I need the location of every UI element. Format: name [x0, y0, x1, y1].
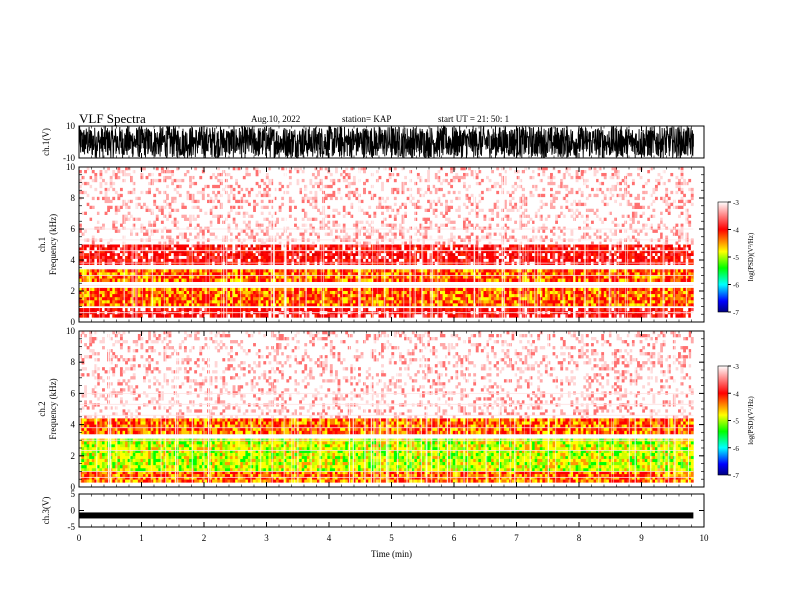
ch2-spectrogram-colorbar-tick-1: -4 — [733, 390, 739, 398]
ch3-waveform-ytick-label-2: -5 — [68, 522, 76, 532]
ch2-spectrogram-ylabel-frequency: Frequency (kHz) — [48, 378, 58, 439]
ch1-spectrogram-streaks — [83, 167, 688, 322]
ch1-waveform-series — [78, 124, 694, 159]
ch1-waveform-ylabel: ch.1(V) — [41, 128, 51, 156]
ch1-waveform-ytick-label-0: 10 — [66, 121, 76, 131]
ch1-spectrogram-colorbar: -3 -4 -5 -6 -7 log(PSD)(V²/Hz) — [717, 199, 755, 317]
ch1-spectrogram-ylabel-frequency: Frequency (kHz) — [48, 214, 58, 275]
x-axis: 0 1 2 3 4 5 6 7 8 9 10 Time (min) — [77, 126, 709, 559]
ch1-waveform-ytick-label-1: -10 — [63, 153, 75, 163]
ch1-spectrogram-ylabel-channel: ch.1 — [37, 237, 47, 252]
ch2-spectrogram-colorbar-tick-2: -5 — [733, 418, 739, 426]
ch2-spectrogram-colorbar-tick-3: -6 — [733, 445, 739, 453]
ch2-spectrogram-y-ticks: 0 2 4 6 8 10 — [66, 326, 704, 492]
ch2-spectrogram-harmonic-lines — [79, 392, 694, 479]
xtick-label-10: 10 — [700, 533, 710, 543]
ch1-spectrogram-ytick-label-0: 0 — [71, 317, 76, 327]
ch3-waveform-ytick-label-0: 5 — [71, 489, 76, 499]
ch1-spectrogram-band-1 — [79, 287, 694, 307]
ch2-spectrogram-ytick-label-4: 8 — [71, 357, 76, 367]
ch2-spectrogram-colorbar-gradient — [717, 365, 729, 476]
ch3-waveform-y-ticks: 5 0 -5 — [68, 489, 704, 532]
station-label: station= KAP — [342, 114, 392, 124]
date-label: Aug.10, 2022 — [251, 114, 301, 124]
ch2-spectrogram-chart — [79, 331, 694, 487]
xtick-label-7: 7 — [514, 533, 519, 543]
ch1-spectrogram-colorbar-tick-4: -7 — [733, 309, 739, 317]
ch1-spectrogram-chart — [79, 167, 694, 322]
ch3-waveform-ylabel: ch.3(V) — [41, 497, 51, 525]
ch2-spectrogram-ytick-label-5: 10 — [66, 326, 76, 336]
ch1-spectrogram-band-2 — [79, 269, 694, 282]
ch1-spectrogram-ytick-label-5: 10 — [66, 162, 76, 172]
ch1-spectrogram-colorbar-gradient — [717, 201, 729, 313]
ch2-spectrogram-ytick-label-0: 0 — [71, 482, 76, 492]
ch1-spectrogram-ytick-label-2: 4 — [71, 255, 76, 265]
ch1-spectrogram-colorbar-tick-3: -6 — [733, 282, 739, 290]
ch1-spectrogram-ytick-label-3: 6 — [71, 224, 76, 234]
x-axis-label: Time (min) — [371, 549, 412, 559]
ch1-spectrogram-colorbar-label: log(PSD)(V²/Hz) — [747, 232, 755, 281]
ch1-spectrogram-colorbar-tick-0: -3 — [733, 199, 739, 207]
ch2-spectrogram-ytick-label-2: 4 — [71, 420, 76, 430]
plot-data-layer — [78, 124, 694, 519]
xtick-label-8: 8 — [577, 533, 582, 543]
xtick-label-9: 9 — [639, 533, 644, 543]
xtick-label-6: 6 — [452, 533, 457, 543]
xtick-label-4: 4 — [327, 533, 332, 543]
ch2-spectrogram-ytick-label-1: 2 — [71, 451, 76, 461]
ch2-spectrogram-ytick-label-3: 6 — [71, 388, 76, 398]
xtick-label-5: 5 — [389, 533, 394, 543]
ch1-spectrogram-colorbar-tick-1: -4 — [733, 227, 739, 235]
ch1-spectrogram-y-ticks: 0 2 4 6 8 10 — [66, 162, 704, 327]
ch2-spectrogram-ylabel-channel: ch.2 — [37, 401, 47, 416]
ch2-spectrogram-colorbar-tick-4: -7 — [733, 472, 739, 480]
ch2-spectrogram-colorbar-label: log(PSD)(V²/Hz) — [747, 396, 755, 445]
xtick-label-0: 0 — [77, 533, 82, 543]
ch1-spectrogram-ytick-label-1: 2 — [71, 286, 76, 296]
ch3-waveform-series — [79, 512, 694, 519]
ch2-spectrogram-colorbar: -3 -4 -5 -6 -7 log(PSD)(V²/Hz) — [717, 363, 755, 480]
ch1-spectrogram-band-3 — [79, 244, 694, 265]
xtick-label-3: 3 — [264, 533, 269, 543]
xtick-label-1: 1 — [139, 533, 144, 543]
ch2-spectrogram-colorbar-tick-0: -3 — [733, 363, 739, 371]
ch1-spectrogram-harmonic-lines — [79, 228, 694, 314]
ch1-waveform-y-ticks: 10 -10 — [63, 121, 704, 163]
xtick-label-2: 2 — [202, 533, 207, 543]
ch3-waveform-chart — [79, 512, 694, 519]
ch2-spectrogram-streaks — [79, 331, 689, 487]
ch2-spectrogram-band-3 — [79, 418, 694, 435]
start-time-label: start UT = 21: 50: 1 — [438, 114, 510, 124]
ch3-waveform-ytick-label-1: 0 — [71, 506, 76, 516]
ch1-waveform-chart — [78, 124, 694, 159]
plot-title: VLF Spectra — [79, 111, 146, 126]
ch1-spectrogram-colorbar-tick-2: -5 — [733, 254, 739, 262]
ch1-spectrogram-ytick-label-4: 8 — [71, 193, 76, 203]
